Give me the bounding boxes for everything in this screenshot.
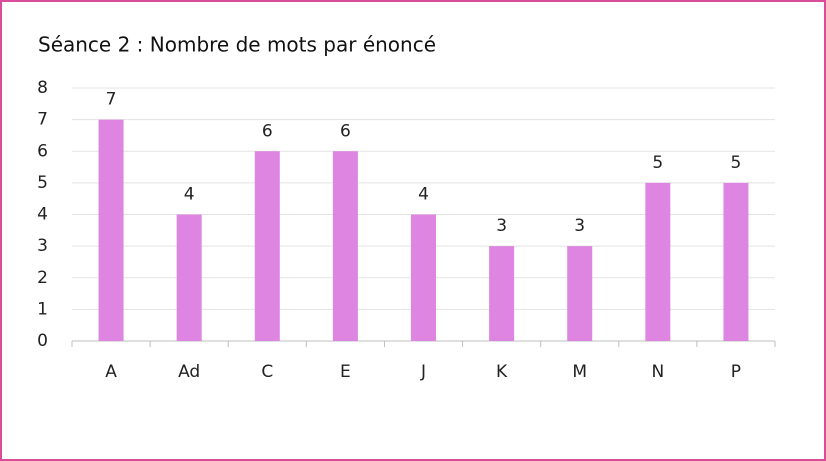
x-tick-label: M — [572, 362, 587, 382]
bar — [645, 182, 671, 341]
y-tick-label: 1 — [37, 299, 48, 319]
data-label: 5 — [731, 153, 742, 173]
x-tick-label: A — [105, 362, 117, 382]
y-tick-label: 7 — [37, 110, 48, 130]
y-tick-label: 3 — [37, 236, 48, 256]
data-label: 4 — [184, 185, 195, 205]
x-tick-label: P — [731, 362, 741, 382]
data-label: 4 — [418, 185, 429, 205]
bar — [723, 182, 749, 341]
data-label: 7 — [106, 90, 117, 110]
bar — [254, 151, 280, 341]
chart-title: Séance 2 : Nombre de mots par énoncé — [38, 33, 436, 57]
x-tick-label: J — [420, 362, 426, 382]
y-tick-label: 5 — [37, 173, 48, 193]
y-tick-label: 4 — [37, 205, 48, 225]
data-label: 3 — [496, 216, 507, 236]
bar — [98, 119, 124, 341]
data-label: 3 — [574, 216, 585, 236]
bar — [332, 151, 358, 341]
x-tick-label: N — [651, 362, 664, 382]
x-tick-label: K — [496, 362, 508, 382]
x-tick-label: Ad — [178, 362, 200, 382]
y-tick-label: 6 — [37, 141, 48, 161]
bar — [176, 214, 202, 341]
bar — [567, 246, 593, 341]
bar — [489, 246, 515, 341]
data-label: 6 — [340, 121, 351, 141]
data-label: 6 — [262, 121, 273, 141]
y-tick-label: 8 — [37, 78, 48, 98]
y-tick-label: 0 — [37, 331, 48, 351]
bar — [411, 214, 436, 341]
x-tick-label: E — [340, 362, 351, 382]
x-tick-label: C — [261, 362, 273, 382]
data-label: 5 — [652, 153, 663, 173]
y-tick-label: 2 — [37, 268, 48, 288]
